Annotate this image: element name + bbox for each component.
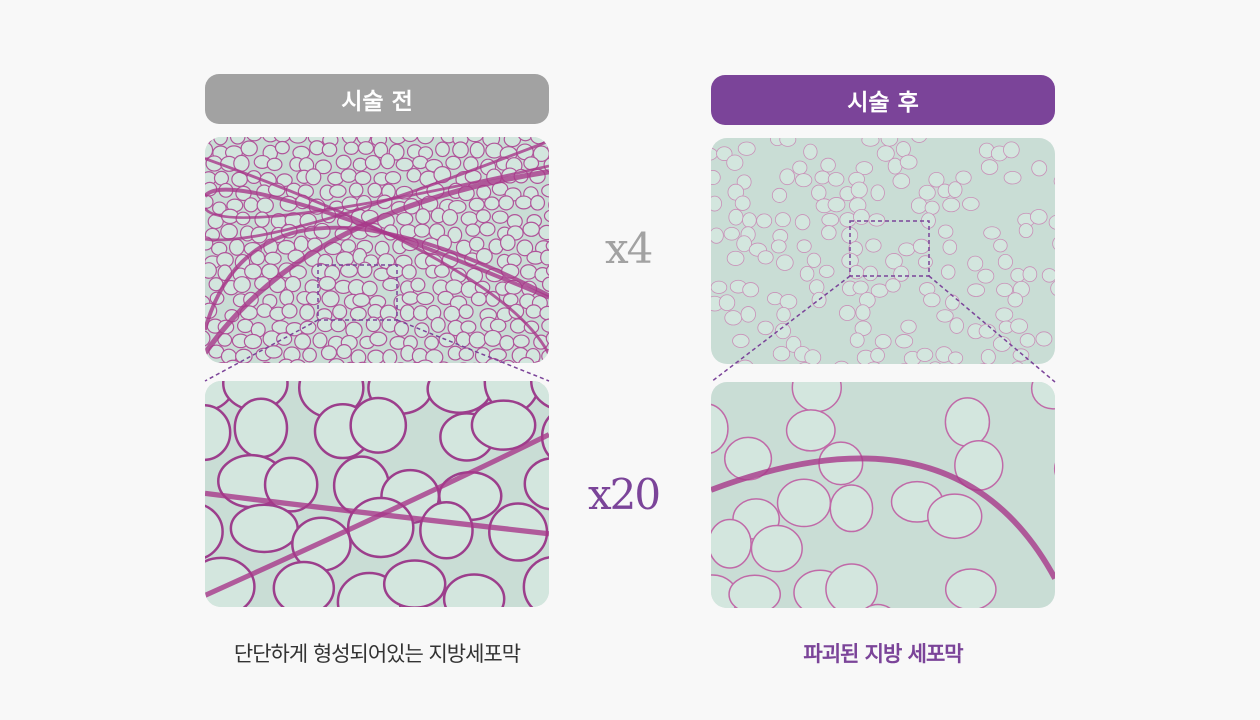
before-caption: 단단하게 형성되어있는 지방세포막 xyxy=(233,642,521,666)
after-x20-image xyxy=(711,382,1055,608)
before-x20-image xyxy=(205,381,549,607)
before-x4-image xyxy=(205,137,549,363)
magnification-x4: x4 xyxy=(605,224,653,273)
magnification-x20: x20 xyxy=(588,470,661,519)
after-x4-image xyxy=(711,138,1055,364)
before-label: 시술 전 xyxy=(205,74,549,124)
after-caption: 파괴된 지방 세포막 xyxy=(803,642,963,666)
after-label: 시술 후 xyxy=(711,75,1055,125)
